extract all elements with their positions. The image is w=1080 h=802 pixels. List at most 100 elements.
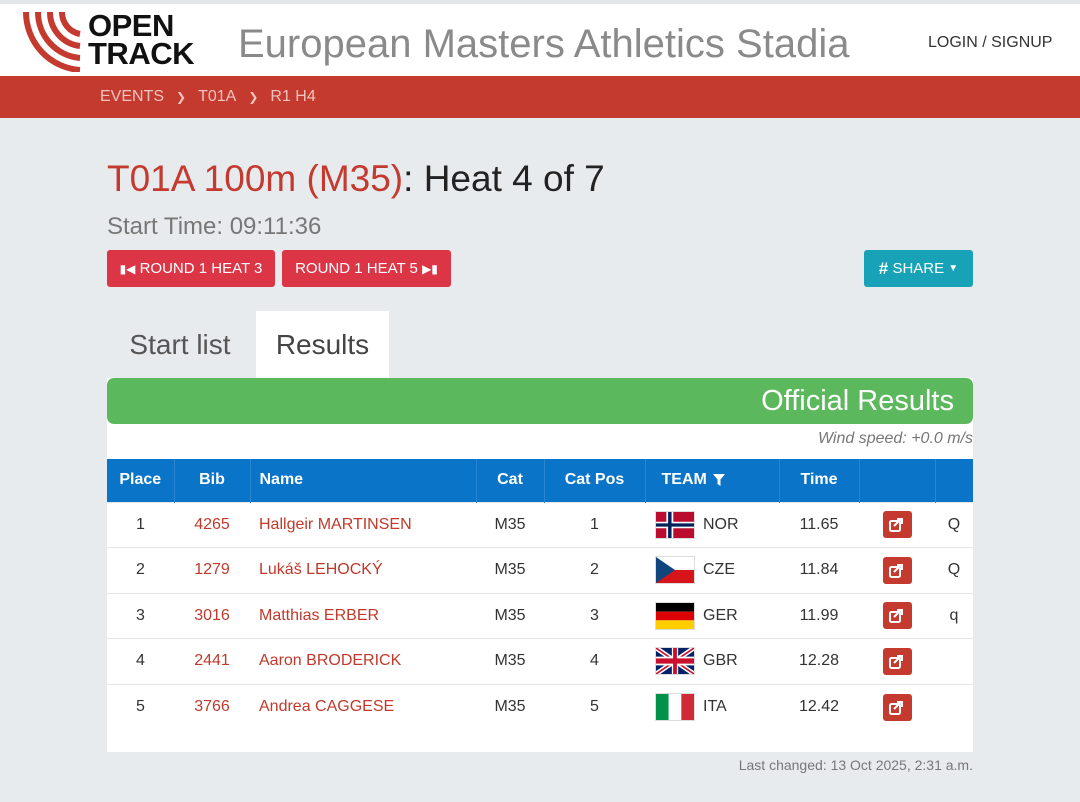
tab-results[interactable]: Results [256, 311, 389, 378]
logo-line-track: TRACK [88, 36, 195, 71]
skip-forward-icon: ▶▮ [422, 261, 438, 276]
cell-athlete-name[interactable]: Matthias ERBER [250, 592, 476, 639]
cell-bib[interactable]: 4265 [174, 501, 250, 548]
cell-athlete-name[interactable]: Andrea CAGGESE [250, 683, 476, 730]
cell-place: 1 [107, 501, 174, 548]
login-signup-link[interactable]: LOGIN / SIGNUP [928, 34, 1053, 51]
cell-time: 12.28 [779, 638, 859, 684]
share-result-button[interactable] [882, 602, 912, 630]
share-square-icon [889, 518, 903, 533]
opentrack-logo[interactable]: OPEN TRACK [22, 8, 197, 72]
cell-qualification: Q [935, 547, 973, 593]
cell-qualification [935, 683, 973, 730]
last-changed: Last changed: 13 Oct 2025, 2:31 a.m. [738, 757, 973, 773]
cell-bib[interactable]: 2441 [174, 638, 250, 684]
share-square-icon [889, 700, 903, 715]
cell-athlete-name[interactable]: Lukáš LEHOCKÝ [250, 547, 476, 593]
cell-cat: M35 [476, 638, 544, 684]
filter-icon[interactable] [713, 474, 726, 487]
page-title: T01A 100m (M35): Heat 4 of 7 [107, 158, 605, 200]
cell-place: 4 [107, 638, 174, 684]
column-header-cat-pos[interactable]: Cat Pos [544, 459, 646, 502]
breadcrumb-event[interactable]: T01A [198, 88, 237, 105]
column-header-time[interactable]: Time [779, 459, 860, 502]
cell-cat: M35 [476, 501, 544, 548]
table-header-row: Place Bib Name Cat Cat Pos TEAM Time [107, 459, 973, 502]
czech-flag-icon [655, 556, 695, 585]
cell-cat-pos: 3 [544, 592, 645, 639]
event-title-link[interactable]: T01A 100m (M35) [107, 158, 404, 199]
team-code: ITA [703, 698, 727, 715]
cell-time: 12.42 [779, 683, 859, 730]
italy-flag-icon [655, 693, 695, 721]
cell-bib[interactable]: 1279 [174, 547, 250, 593]
column-header-team[interactable]: TEAM [645, 459, 780, 502]
team-cell: GER [655, 601, 779, 630]
cell-athlete-name[interactable]: Hallgeir MARTINSEN [250, 501, 476, 548]
site-title[interactable]: European Masters Athletics Stadia [238, 22, 850, 66]
official-results-banner: Official Results [107, 378, 973, 424]
previous-heat-button[interactable]: ▮◀ ROUND 1 HEAT 3 [107, 250, 275, 287]
share-result-button[interactable] [882, 693, 912, 721]
share-result-button[interactable] [882, 511, 912, 539]
column-header-name[interactable]: Name [250, 459, 477, 502]
table-row[interactable]: 1 4265 Hallgeir MARTINSEN M35 1 NOR [107, 501, 973, 548]
cell-qualification [935, 638, 973, 684]
cell-time: 11.84 [779, 547, 859, 593]
cell-cat: M35 [476, 683, 544, 730]
table-row[interactable]: 5 3766 Andrea CAGGESE M35 5 ITA 12.42 [107, 683, 973, 730]
team-code: GER [703, 606, 738, 624]
cell-cat-pos: 4 [544, 638, 645, 684]
tab-start-list[interactable]: Start list [129, 328, 231, 360]
breadcrumb-events[interactable]: EVENTS [100, 88, 165, 105]
cell-team: ITA [645, 683, 779, 730]
share-result-button[interactable] [882, 647, 912, 675]
column-header-cat[interactable]: Cat [476, 459, 545, 502]
norway-flag-icon [655, 510, 695, 539]
cell-team: GER [645, 592, 779, 639]
logo-wordmark: OPEN TRACK [88, 8, 195, 71]
hashtag-icon: # [878, 258, 889, 278]
team-cell: ITA [655, 693, 779, 721]
cell-place: 5 [107, 683, 174, 730]
share-label: SHARE [892, 260, 945, 277]
skip-back-icon: ▮◀ [119, 261, 136, 276]
column-header-place[interactable]: Place [107, 459, 175, 502]
table-row[interactable]: 3 3016 Matthias ERBER M35 3 GER 11.99 [107, 592, 973, 639]
team-header-label: TEAM [661, 471, 707, 489]
cell-share [859, 683, 935, 730]
column-header-bib[interactable]: Bib [174, 459, 251, 502]
cell-bib[interactable]: 3016 [174, 592, 250, 639]
cell-qualification: q [935, 592, 973, 639]
next-heat-button[interactable]: ROUND 1 HEAT 5 ▶▮ [282, 250, 451, 287]
cell-athlete-name[interactable]: Aaron BRODERICK [250, 638, 476, 684]
breadcrumb: EVENTS ❯ T01A ❯ R1 H4 [100, 88, 316, 106]
column-header-qualification [935, 459, 973, 502]
chevron-right-icon: ❯ [248, 90, 259, 104]
cell-qualification: Q [935, 501, 973, 548]
share-dropdown-button[interactable]: # SHARE ▼ [864, 250, 973, 287]
chevron-right-icon: ❯ [176, 90, 187, 104]
cell-bib[interactable]: 3766 [174, 683, 250, 730]
table-row[interactable]: 2 1279 Lukáš LEHOCKÝ M35 2 CZE 11.84 [107, 547, 973, 593]
uk-flag-icon [655, 647, 695, 676]
share-square-icon [889, 563, 903, 578]
team-code: CZE [703, 561, 735, 579]
column-header-share [859, 459, 936, 502]
table-row[interactable]: 4 2441 Aaron BRODERICK M35 4 GBR [107, 638, 973, 684]
results-panel: Official Results Wind speed: +0.0 m/s Pl… [107, 378, 973, 752]
cell-cat-pos: 5 [544, 683, 645, 730]
caret-down-icon: ▼ [948, 263, 959, 274]
breadcrumb-heat[interactable]: R1 H4 [270, 88, 316, 105]
team-code: GBR [703, 652, 738, 670]
results-table: Place Bib Name Cat Cat Pos TEAM Time 1 [107, 459, 973, 730]
cell-share [859, 501, 935, 548]
breadcrumb-bar: EVENTS ❯ T01A ❯ R1 H4 [0, 76, 1080, 118]
team-cell: NOR [655, 510, 779, 539]
cell-share [859, 638, 935, 684]
share-square-icon [889, 609, 903, 624]
previous-heat-label: ROUND 1 HEAT 3 [139, 260, 263, 277]
share-result-button[interactable] [882, 556, 912, 584]
logo-line-open: OPEN [88, 8, 174, 43]
cell-cat: M35 [476, 547, 544, 593]
